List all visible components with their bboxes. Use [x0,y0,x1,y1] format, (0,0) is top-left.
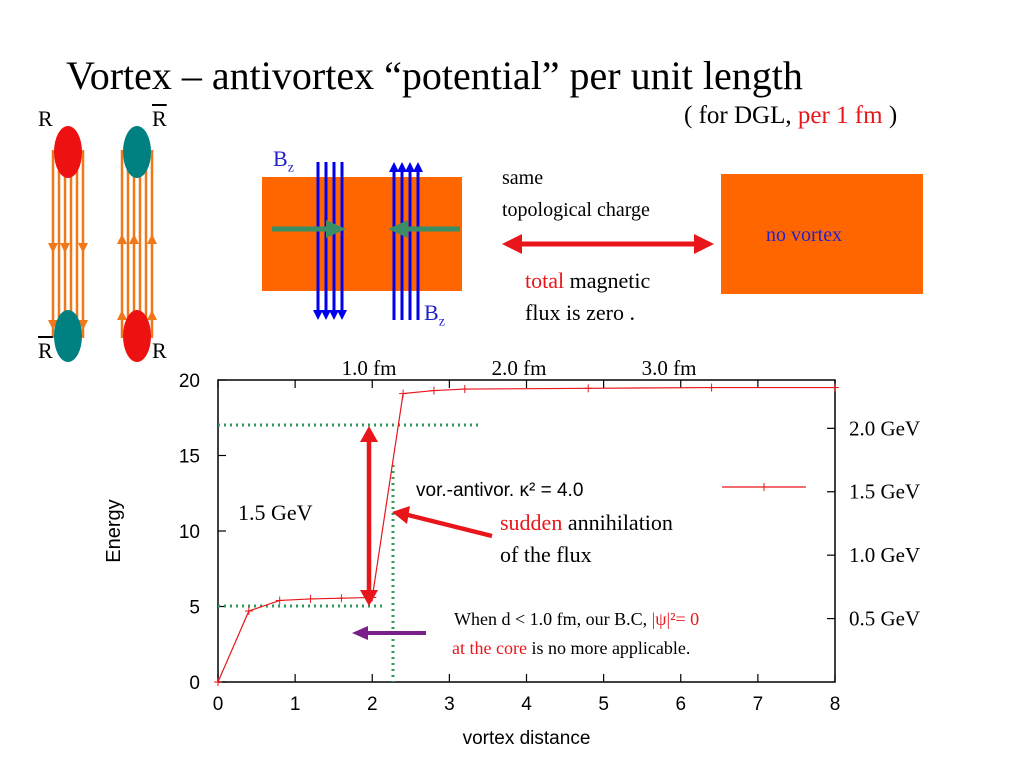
gap-label: 1.5 GeV [238,500,313,525]
x-tick-label: 6 [675,694,686,715]
y-tick-label: 15 [179,447,200,468]
y-tick-label: 10 [179,522,200,543]
x-tick-label: 4 [521,694,532,715]
bz-label-bottom: Bz [424,300,445,330]
same-label: same [502,167,544,189]
x-tick-label: 3 [444,694,455,715]
of-the-flux-label: of the flux [500,542,592,567]
page-title: Vortex – antivortex “potential” per unit… [66,53,803,98]
y-tick-label: 5 [189,598,200,619]
bz-label-top: Bz [273,146,294,176]
y-tick-label: 0 [189,673,200,694]
topological-charge-label: topological charge [502,199,650,221]
label-rbar-bottom-left: R [38,338,53,363]
x-tick-label: 5 [598,694,609,715]
right-tick-label: 1.5 GeV [849,480,920,504]
x-tick-label: 8 [830,694,841,715]
no-vortex-label: no vortex [766,224,843,246]
right-tick-label: 1.0 GeV [849,543,920,567]
label-rbar-top-right: R [152,106,167,131]
x-axis-label: vortex distance [463,728,591,749]
series-line [217,386,835,683]
purple-arrow-head [352,626,368,640]
x-tick-label: 2 [367,694,378,715]
right-tick-label: 0.5 GeV [849,607,920,631]
annihilation-arrow-shaft [407,512,493,539]
legend-label: vor.-antivor. κ² = 4.0 [416,480,583,501]
label-r-bottom-right: R [152,338,167,363]
sudden-annihilation-label: sudden annihilation [500,510,673,535]
note-line2: at the core is no more applicable. [452,638,691,658]
subtitle-suffix: ) [882,102,898,129]
y-axis-label: Energy [103,499,125,562]
top-tick-label: 1.0 fm [342,356,397,380]
gap-arrow-head-down [360,590,378,606]
x-tick-label: 0 [213,694,224,715]
subtitle-highlight: per 1 fm [797,102,883,129]
note-line1: When d < 1.0 fm, our B.C, |ψ|²= 0 [454,609,700,629]
page-subtitle: ( for DGL, per 1 fm ) [684,102,897,130]
subtitle-prefix: ( for DGL, [684,102,798,129]
top-tick-label: 2.0 fm [492,356,547,380]
x-tick-label: 7 [753,694,764,715]
flux-zero-label: flux is zero . [525,300,635,325]
y-tick-label: 20 [179,371,200,392]
total-magnetic-label: total magnetic [525,268,651,293]
x-tick-label: 1 [290,694,301,715]
annihilation-arrow-head [392,506,410,524]
label-r-top-left: R [38,106,53,131]
gap-arrow-head-up [360,426,378,442]
right-tick-label: 2.0 GeV [849,416,920,440]
top-tick-label: 3.0 fm [642,356,697,380]
